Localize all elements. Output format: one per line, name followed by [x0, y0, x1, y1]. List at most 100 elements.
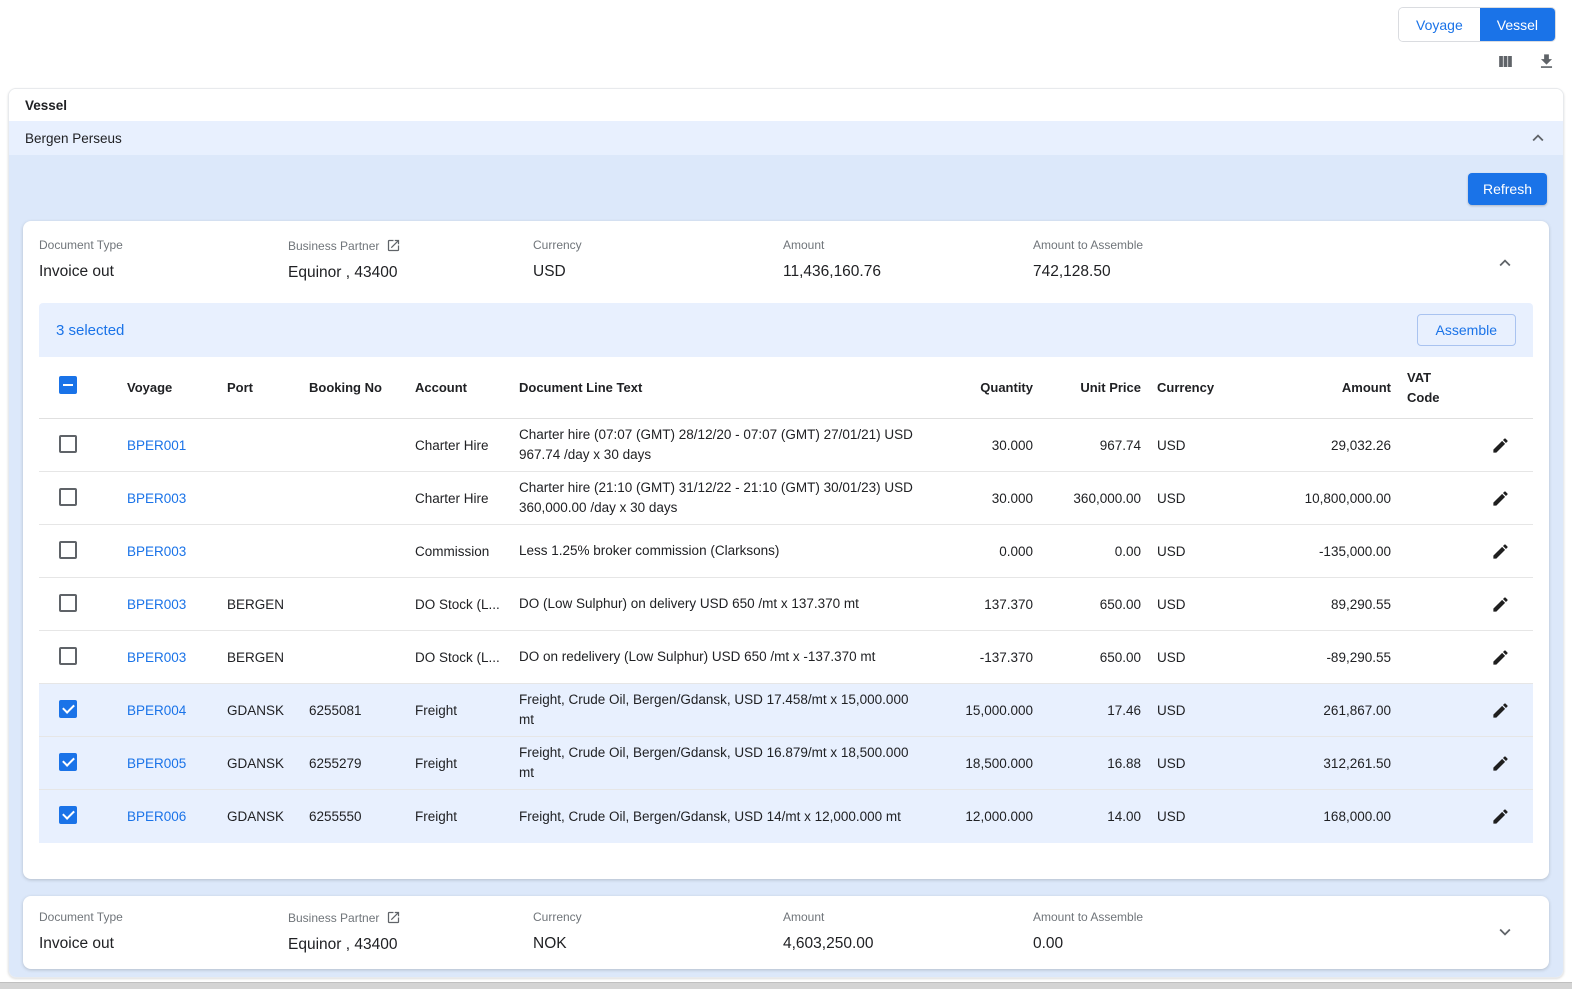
edit-pencil-icon[interactable] [1488, 751, 1512, 775]
vessel-collapse-chevron-up-icon[interactable] [1527, 127, 1549, 149]
row-checkbox[interactable] [59, 434, 77, 453]
currency-value: NOK [533, 935, 567, 952]
row-checkbox[interactable] [59, 540, 77, 559]
document-type-field: Document Type Invoice out [39, 910, 288, 954]
selection-bar: 3 selected Assemble [39, 303, 1533, 357]
unit-price-cell: 650.00 [1099, 596, 1141, 612]
amount-cell: -89,290.55 [1326, 649, 1391, 665]
amount-cell: 261,867.00 [1323, 702, 1391, 718]
quantity-cell: 30.000 [991, 437, 1033, 453]
edit-pencil-icon[interactable] [1488, 805, 1512, 829]
quantity-cell: -137.370 [979, 649, 1033, 665]
expand-chevron-down-icon[interactable] [1493, 920, 1517, 944]
doc-line-text-cell: Less 1.25% broker commission (Clarksons) [519, 543, 780, 558]
row-checkbox[interactable] [59, 699, 77, 718]
table-row: BPER003 BERGEN DO Stock (L... DO on rede… [39, 631, 1533, 684]
document-lines-table: Voyage Port Booking No Account Document … [39, 357, 1533, 843]
col-header-doc-line-text: Document Line Text [519, 379, 643, 395]
voyage-link[interactable]: BPER003 [127, 543, 187, 559]
port-cell: BERGEN [227, 596, 285, 612]
booking-no-cell: 6255279 [309, 755, 362, 771]
open-in-new-icon[interactable] [386, 238, 401, 253]
port-cell: GDANSK [227, 702, 285, 718]
table-row: BPER001 Charter Hire Charter hire (07:07… [39, 419, 1533, 472]
voyage-link[interactable]: BPER003 [127, 596, 187, 612]
row-checkbox[interactable] [59, 806, 77, 824]
vessel-toggle-button[interactable]: Vessel [1479, 8, 1555, 41]
unit-price-cell: 0.00 [1114, 543, 1141, 559]
voyage-link[interactable]: BPER005 [127, 755, 187, 771]
voyage-link[interactable]: BPER004 [127, 702, 187, 718]
invoice-group-header: Document Type Invoice out Business Partn… [23, 896, 1549, 954]
vessel-list-container: Vessel Bergen Perseus Refresh Document T… [8, 88, 1564, 978]
account-cell: DO Stock (L... [415, 596, 500, 612]
document-type-label: Document Type [39, 238, 123, 252]
amount-to-assemble-field: Amount to Assemble 742,128.50 [1033, 238, 1533, 282]
select-all-checkbox[interactable] [59, 375, 77, 394]
doc-line-text-cell: Charter hire (07:07 (GMT) 28/12/20 - 07:… [519, 427, 913, 462]
invoice-group-header: Document Type Invoice out Business Partn… [23, 221, 1549, 282]
row-checkbox[interactable] [59, 487, 77, 506]
doc-line-text-cell: DO on redelivery (Low Sulphur) USD 650 /… [519, 649, 876, 664]
table-row: BPER003 Charter Hire Charter hire (21:10… [39, 472, 1533, 525]
amount-field: Amount 4,603,250.00 [783, 910, 1033, 954]
edit-pencil-icon[interactable] [1488, 433, 1512, 457]
table-row: BPER005 GDANSK 6255279 Freight Freight, … [39, 737, 1533, 790]
voyage-toggle-button[interactable]: Voyage [1399, 8, 1480, 41]
currency-label: Currency [533, 910, 582, 924]
col-header-currency: Currency [1157, 379, 1215, 395]
account-cell: Commission [415, 543, 490, 559]
vessel-group-row[interactable]: Bergen Perseus [9, 121, 1563, 155]
business-partner-field: Business Partner Equinor , 43400 [288, 910, 533, 954]
collapse-chevron-up-icon[interactable] [1493, 251, 1517, 275]
amount-label: Amount [783, 910, 825, 924]
list-header: Vessel [9, 89, 1563, 122]
invoice-group-card-nok: Document Type Invoice out Business Partn… [23, 896, 1549, 969]
unit-price-cell: 650.00 [1099, 649, 1141, 665]
voyage-link[interactable]: BPER006 [127, 809, 187, 824]
amount-cell: 168,000.00 [1323, 809, 1391, 824]
account-cell: Charter Hire [415, 437, 489, 453]
open-in-new-icon[interactable] [386, 910, 401, 925]
amount-to-assemble-value: 0.00 [1033, 935, 1064, 952]
row-checkbox[interactable] [59, 752, 77, 771]
assemble-button[interactable]: Assemble [1416, 314, 1516, 346]
voyage-link[interactable]: BPER003 [127, 649, 187, 665]
selection-count: 3 selected [56, 321, 125, 339]
row-checkbox[interactable] [59, 593, 77, 612]
amount-to-assemble-label: Amount to Assemble [1033, 910, 1144, 924]
amount-cell: 89,290.55 [1330, 596, 1391, 612]
amount-label: Amount [783, 238, 825, 252]
currency-cell: USD [1157, 809, 1186, 824]
quantity-cell: 30.000 [991, 490, 1033, 506]
edit-pencil-icon[interactable] [1488, 539, 1512, 563]
voyage-link[interactable]: BPER001 [127, 437, 187, 453]
page-bottom-divider [0, 982, 1572, 989]
amount-value: 11,436,160.76 [783, 263, 881, 280]
table-row: BPER004 GDANSK 6255081 Freight Freight, … [39, 684, 1533, 737]
document-type-value: Invoice out [39, 935, 114, 952]
download-icon[interactable] [1536, 51, 1556, 71]
amount-cell: 29,032.26 [1330, 437, 1391, 453]
table-row: BPER003 Commission Less 1.25% broker com… [39, 525, 1533, 578]
edit-pencil-icon[interactable] [1488, 592, 1512, 616]
document-type-field: Document Type Invoice out [39, 238, 288, 282]
currency-cell: USD [1157, 490, 1186, 506]
currency-field: Currency USD [533, 238, 783, 282]
col-header-booking-no: Booking No [309, 379, 382, 395]
account-cell: Charter Hire [415, 490, 489, 506]
edit-pencil-icon[interactable] [1488, 698, 1512, 722]
row-checkbox[interactable] [59, 646, 77, 665]
business-partner-label: Business Partner [288, 910, 380, 925]
booking-no-cell: 6255081 [309, 702, 362, 718]
currency-field: Currency NOK [533, 910, 783, 954]
edit-pencil-icon[interactable] [1488, 486, 1512, 510]
currency-label: Currency [533, 238, 582, 252]
quantity-cell: 15,000.000 [965, 702, 1033, 718]
amount-cell: 10,800,000.00 [1304, 490, 1391, 506]
refresh-button[interactable]: Refresh [1467, 173, 1547, 205]
voyage-link[interactable]: BPER003 [127, 490, 187, 506]
view-columns-icon[interactable] [1495, 51, 1515, 71]
edit-pencil-icon[interactable] [1488, 645, 1512, 669]
unit-price-cell: 967.74 [1099, 437, 1141, 453]
